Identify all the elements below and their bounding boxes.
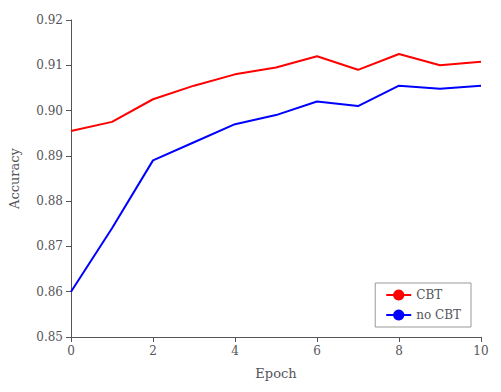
svg-text:Accuracy: Accuracy (7, 147, 22, 210)
svg-text:no CBT: no CBT (416, 308, 461, 322)
svg-text:0.85: 0.85 (36, 330, 63, 344)
svg-text:0.92: 0.92 (36, 13, 63, 27)
svg-text:4: 4 (231, 344, 239, 358)
svg-text:CBT: CBT (416, 288, 442, 302)
svg-text:Epoch: Epoch (255, 366, 297, 381)
svg-text:0: 0 (67, 344, 75, 358)
svg-text:0.86: 0.86 (36, 285, 63, 299)
svg-text:6: 6 (313, 344, 321, 358)
svg-text:0.90: 0.90 (36, 104, 63, 118)
svg-text:0.87: 0.87 (36, 239, 63, 253)
svg-text:0.88: 0.88 (36, 194, 63, 208)
svg-text:8: 8 (395, 344, 403, 358)
svg-text:0.91: 0.91 (36, 58, 63, 72)
svg-text:10: 10 (473, 344, 488, 358)
svg-text:2: 2 (149, 344, 157, 358)
svg-text:0.89: 0.89 (36, 149, 63, 163)
